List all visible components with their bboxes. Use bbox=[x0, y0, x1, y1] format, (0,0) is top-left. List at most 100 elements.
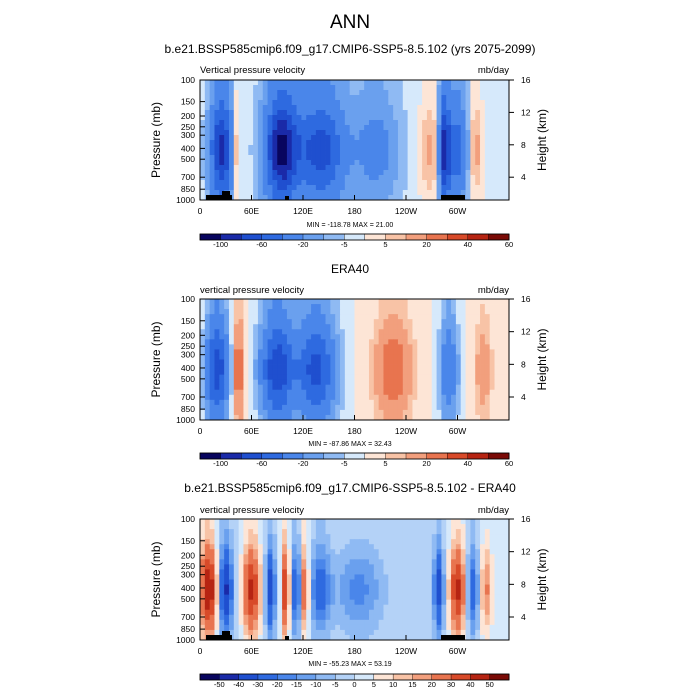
heatmap-cell bbox=[306, 369, 312, 376]
heatmap-cell bbox=[494, 115, 500, 121]
heatmap-cell bbox=[277, 324, 283, 330]
heatmap-cell bbox=[306, 110, 312, 116]
heatmap-cell bbox=[224, 579, 230, 585]
heatmap-cell bbox=[373, 309, 380, 315]
heatmap-cell bbox=[330, 95, 336, 101]
heatmap-cell bbox=[484, 319, 491, 325]
heatmap-cell bbox=[383, 414, 389, 421]
heatmap-cell bbox=[306, 619, 312, 626]
heatmap-cell bbox=[282, 185, 288, 191]
heatmap-cell bbox=[267, 569, 273, 575]
heatmap-cell bbox=[455, 180, 462, 186]
heatmap-cell bbox=[340, 319, 346, 325]
heatmap-cell bbox=[262, 604, 268, 611]
heatmap-cell bbox=[214, 384, 220, 391]
heatmap-cell bbox=[441, 384, 447, 391]
heatmap-cell bbox=[383, 569, 389, 575]
heatmap-cell bbox=[431, 399, 437, 406]
heatmap-cell bbox=[460, 165, 466, 171]
heatmap-cell bbox=[233, 579, 240, 585]
heatmap-cell bbox=[214, 579, 220, 585]
heatmap-cell bbox=[233, 584, 240, 590]
heatmap-cell bbox=[373, 155, 380, 161]
heatmap-cell bbox=[200, 299, 206, 305]
heatmap-cell bbox=[446, 404, 452, 411]
heatmap-cell bbox=[407, 559, 413, 565]
heatmap-cell bbox=[286, 384, 293, 391]
heatmap-cell bbox=[460, 584, 466, 590]
heatmap-cell bbox=[383, 100, 389, 106]
heatmap-cell bbox=[200, 100, 206, 106]
heatmap-cell bbox=[291, 634, 297, 641]
heatmap-cell bbox=[335, 115, 341, 121]
heatmap-cell bbox=[378, 185, 384, 191]
heatmap-cell bbox=[330, 190, 336, 196]
heatmap-cell bbox=[359, 629, 365, 636]
heatmap-cell bbox=[344, 369, 351, 376]
heatmap-cell bbox=[378, 100, 384, 106]
heatmap-cell bbox=[228, 529, 235, 535]
heatmap-cell bbox=[422, 160, 428, 166]
heatmap-cell bbox=[243, 85, 249, 91]
heatmap-cell bbox=[359, 529, 365, 535]
heatmap-cell bbox=[484, 414, 491, 421]
heatmap-cell bbox=[397, 165, 404, 171]
heatmap-cell bbox=[224, 80, 230, 86]
heatmap-cell bbox=[354, 324, 360, 330]
heatmap-cell bbox=[354, 135, 360, 141]
heatmap-cell bbox=[325, 394, 331, 401]
heatmap-cell bbox=[315, 140, 322, 146]
heatmap-cell bbox=[219, 524, 225, 530]
heatmap-cell bbox=[282, 314, 288, 320]
heatmap-cell bbox=[282, 369, 288, 376]
heatmap-cell bbox=[426, 414, 433, 421]
heatmap-cell bbox=[262, 354, 268, 360]
heatmap-cell bbox=[426, 175, 433, 181]
heatmap-cell bbox=[368, 165, 375, 171]
heatmap-cell bbox=[238, 399, 244, 406]
heatmap-cell bbox=[291, 614, 297, 621]
heatmap-cell bbox=[248, 80, 254, 86]
heatmap-cell bbox=[465, 584, 471, 590]
heatmap-cell bbox=[204, 359, 211, 365]
heatmap-cell bbox=[484, 519, 491, 525]
heatmap-cell bbox=[436, 180, 442, 186]
heatmap-cell bbox=[340, 150, 346, 156]
heatmap-cell bbox=[243, 314, 249, 320]
heatmap-cell bbox=[475, 359, 481, 365]
heatmap-cell bbox=[397, 549, 404, 555]
heatmap-cell bbox=[253, 609, 259, 616]
heatmap-cell bbox=[378, 110, 384, 116]
heatmap-cell bbox=[489, 90, 495, 96]
heatmap-cell bbox=[200, 609, 206, 616]
heatmap-cell bbox=[277, 309, 283, 315]
heatmap-cell bbox=[460, 180, 466, 186]
heatmap-cell bbox=[388, 524, 394, 530]
heatmap-cell bbox=[441, 140, 447, 146]
heatmap-cell bbox=[397, 334, 404, 340]
heatmap-cell bbox=[484, 324, 491, 330]
heatmap-cell bbox=[451, 384, 457, 391]
heatmap-cell bbox=[224, 619, 230, 626]
heatmap-cell bbox=[383, 165, 389, 171]
heatmap-cell bbox=[301, 409, 307, 416]
heatmap-cell bbox=[426, 624, 433, 631]
heatmap-cell bbox=[262, 624, 268, 631]
heatmap-cell bbox=[480, 140, 486, 146]
heatmap-cell bbox=[335, 554, 341, 560]
heatmap-cell bbox=[412, 359, 418, 365]
heatmap-cell bbox=[504, 599, 510, 606]
heatmap-cell bbox=[470, 155, 476, 161]
heatmap-cell bbox=[359, 324, 365, 330]
heatmap-cell bbox=[368, 339, 375, 345]
heatmap-cell bbox=[262, 569, 268, 575]
heatmap-cell bbox=[214, 584, 220, 590]
heatmap-cell bbox=[364, 319, 370, 325]
heatmap-cell bbox=[368, 190, 375, 196]
heatmap-cell bbox=[291, 569, 297, 575]
heatmap-cell bbox=[344, 629, 351, 636]
heatmap-cell bbox=[422, 170, 428, 176]
heatmap-cell bbox=[426, 170, 433, 176]
heatmap-cell bbox=[243, 319, 249, 325]
heatmap-cell bbox=[262, 594, 268, 601]
